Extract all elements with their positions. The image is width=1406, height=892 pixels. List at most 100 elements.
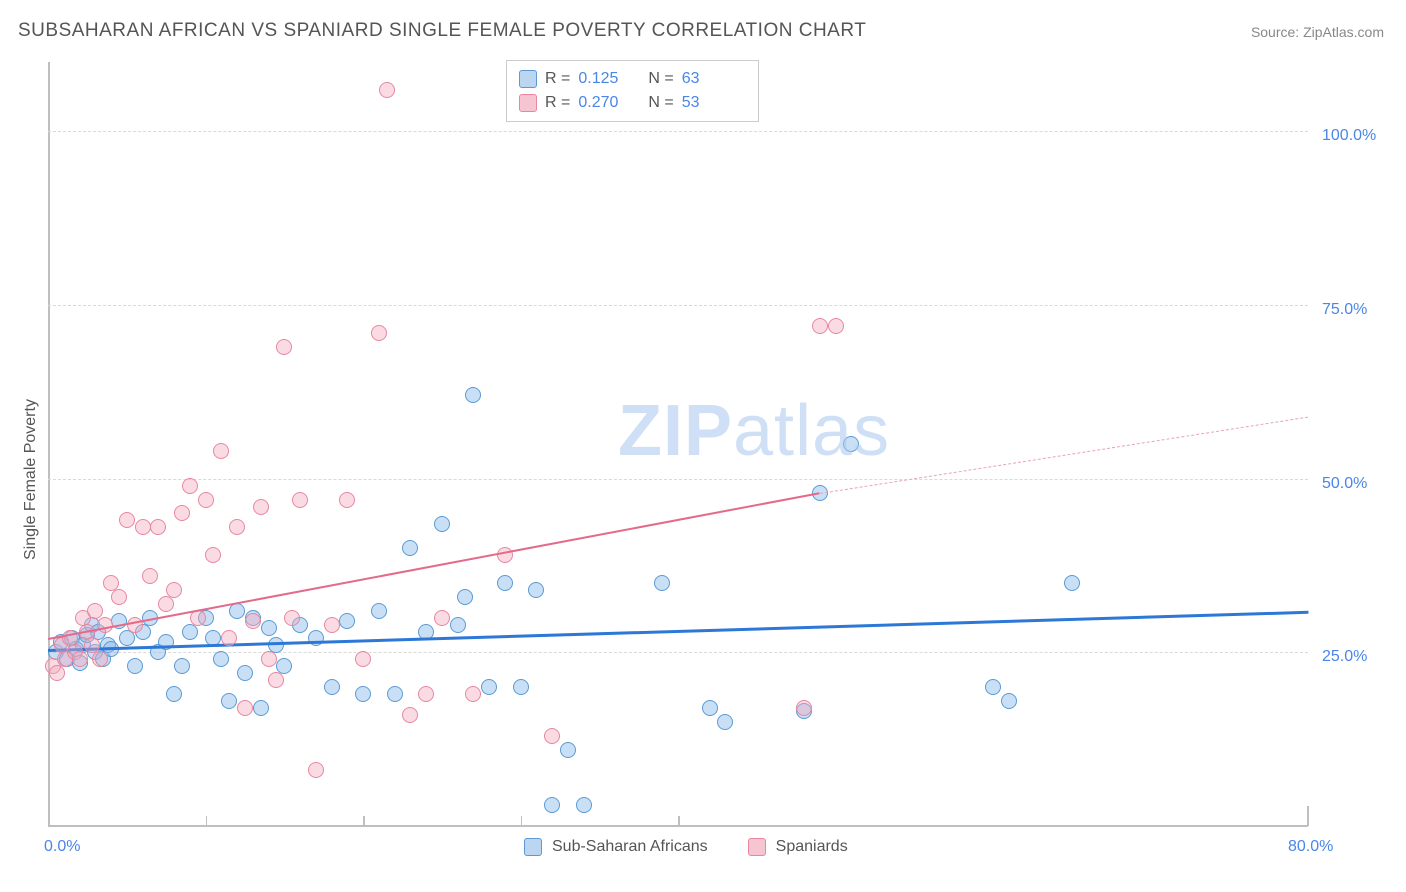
trend-line — [820, 416, 1308, 493]
stats-row: R =0.270N =53 — [519, 91, 744, 115]
data-point — [111, 589, 127, 605]
y-tick-label: 75.0% — [1322, 301, 1367, 319]
data-point — [166, 686, 182, 702]
data-point — [174, 505, 190, 521]
legend-swatch — [524, 838, 542, 856]
data-point — [237, 665, 253, 681]
data-point — [253, 700, 269, 716]
gridline — [48, 652, 1308, 653]
data-point — [119, 512, 135, 528]
data-point — [292, 492, 308, 508]
y-tick-label: 50.0% — [1322, 475, 1367, 493]
data-point — [324, 679, 340, 695]
series-swatch — [519, 94, 537, 112]
data-point — [142, 568, 158, 584]
data-point — [87, 603, 103, 619]
data-point — [253, 499, 269, 515]
x-tick-label-min: 0.0% — [44, 838, 80, 856]
stat-n-label: N = — [648, 91, 673, 115]
chart-title: SUBSAHARAN AFRICAN VS SPANIARD SINGLE FE… — [18, 20, 866, 42]
data-point — [465, 686, 481, 702]
data-point — [355, 651, 371, 667]
data-point — [135, 519, 151, 535]
gridline — [48, 479, 1308, 480]
x-tick — [521, 816, 523, 826]
data-point — [450, 617, 466, 633]
x-tick — [678, 816, 680, 826]
data-point — [434, 610, 450, 626]
legend-label: Sub-Saharan Africans — [552, 838, 708, 856]
gridline — [48, 131, 1308, 132]
data-point — [702, 700, 718, 716]
data-point — [497, 575, 513, 591]
data-point — [513, 679, 529, 695]
data-point — [544, 728, 560, 744]
data-point — [284, 610, 300, 626]
data-point — [268, 672, 284, 688]
data-point — [379, 82, 395, 98]
data-point — [654, 575, 670, 591]
stat-r-label: R = — [545, 67, 570, 91]
data-point — [72, 651, 88, 667]
data-point — [261, 651, 277, 667]
data-point — [182, 624, 198, 640]
series-legend: Sub-Saharan Africans Spaniards — [524, 838, 848, 856]
stat-r-value: 0.125 — [578, 67, 630, 91]
data-point — [339, 492, 355, 508]
gridline — [48, 305, 1308, 306]
stat-r-label: R = — [545, 91, 570, 115]
data-point — [276, 339, 292, 355]
plot-area: 25.0%50.0%75.0%100.0%0.0%80.0% — [48, 62, 1308, 826]
data-point — [237, 700, 253, 716]
stats-legend-box: R =0.125N =63R =0.270N =53 — [506, 60, 759, 122]
data-point — [308, 630, 324, 646]
data-point — [576, 797, 592, 813]
data-point — [245, 613, 261, 629]
right-axis-tick — [1307, 806, 1309, 826]
legend-label: Spaniards — [776, 838, 848, 856]
data-point — [119, 630, 135, 646]
stat-n-label: N = — [648, 67, 673, 91]
data-point — [465, 387, 481, 403]
data-point — [213, 651, 229, 667]
data-point — [213, 443, 229, 459]
data-point — [49, 665, 65, 681]
data-point — [1064, 575, 1080, 591]
data-point — [158, 596, 174, 612]
data-point — [198, 492, 214, 508]
data-point — [127, 658, 143, 674]
data-point — [717, 714, 733, 730]
data-point — [812, 318, 828, 334]
data-point — [371, 325, 387, 341]
chart-container: SUBSAHARAN AFRICAN VS SPANIARD SINGLE FE… — [0, 0, 1406, 892]
data-point — [205, 547, 221, 563]
data-point — [481, 679, 497, 695]
y-tick-label: 25.0% — [1322, 648, 1367, 666]
data-point — [402, 540, 418, 556]
stats-row: R = 0.125 N = 63 — [519, 67, 744, 91]
series-swatch — [519, 70, 537, 88]
stat-n-value: 63 — [682, 67, 734, 91]
data-point — [528, 582, 544, 598]
data-point — [182, 478, 198, 494]
data-point — [434, 516, 450, 532]
data-point — [339, 613, 355, 629]
x-tick-label-max: 80.0% — [1288, 838, 1333, 856]
data-point — [355, 686, 371, 702]
data-point — [308, 762, 324, 778]
y-axis-label: Single Female Poverty — [22, 399, 40, 560]
data-point — [560, 742, 576, 758]
data-point — [174, 658, 190, 674]
data-point — [150, 519, 166, 535]
data-point — [229, 519, 245, 535]
data-point — [261, 620, 277, 636]
data-point — [371, 603, 387, 619]
stat-n-value: 53 — [682, 91, 734, 115]
data-point — [221, 693, 237, 709]
data-point — [387, 686, 403, 702]
data-point — [796, 700, 812, 716]
x-tick — [206, 816, 208, 826]
data-point — [828, 318, 844, 334]
data-point — [843, 436, 859, 452]
y-axis-line — [48, 62, 50, 826]
